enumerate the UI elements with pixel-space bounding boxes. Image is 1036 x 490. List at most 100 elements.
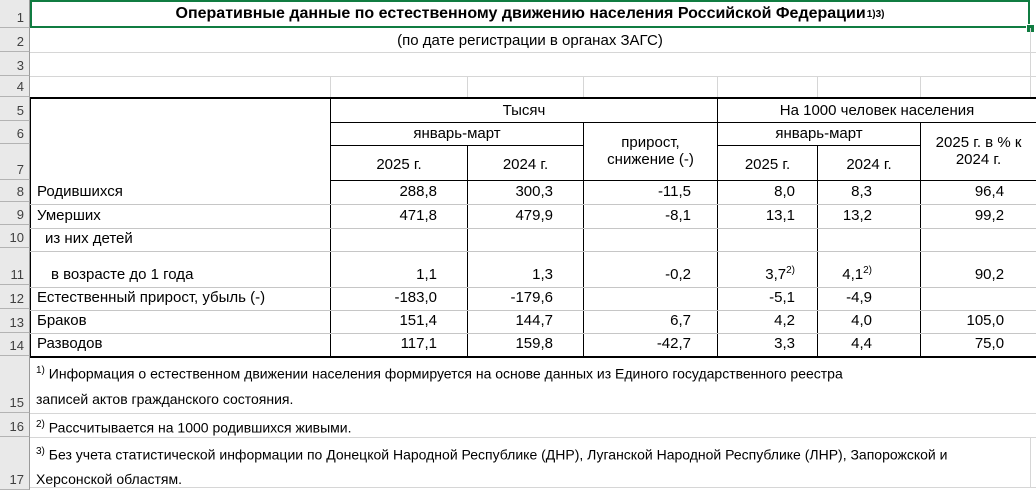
data-cell[interactable]: 479,9 xyxy=(467,204,584,229)
row-label[interactable]: Разводов xyxy=(30,333,331,357)
row-header-9[interactable]: 9 xyxy=(0,202,30,225)
data-cell[interactable]: 471,8 xyxy=(330,204,468,229)
row-header-4[interactable]: 4 xyxy=(0,76,30,97)
data-cell[interactable]: 90,2 xyxy=(920,251,1036,288)
data-cell[interactable]: 288,8 xyxy=(330,180,468,205)
data-cell[interactable] xyxy=(817,228,922,252)
year-header-2025-per1000[interactable]: 2025 г. xyxy=(717,145,819,181)
data-cell[interactable]: 99,2 xyxy=(920,204,1036,229)
table-row: 2025 г. 2024 г. 2025 г. 2024 г. xyxy=(31,145,1036,181)
data-cell[interactable]: -8,1 xyxy=(582,204,719,229)
row-header-7[interactable]: 7 xyxy=(0,144,30,180)
row-label[interactable]: Родившихся xyxy=(30,180,331,205)
data-cell[interactable]: 144,7 xyxy=(467,310,584,334)
footnote-2[interactable]: 2) Рассчитывается на 1000 родившихся жив… xyxy=(36,414,1026,439)
table-row: Естественный прирост, убыль (-) -183,0 -… xyxy=(30,287,1036,311)
gridline xyxy=(920,76,921,97)
data-cell[interactable]: -11,5 xyxy=(582,180,719,205)
gridline xyxy=(467,76,468,97)
year-header-2025-thousands[interactable]: 2025 г. xyxy=(330,145,468,181)
row-header-17[interactable]: 17 xyxy=(0,437,30,490)
data-cell[interactable]: -179,6 xyxy=(467,287,584,311)
data-cell[interactable]: -42,7 xyxy=(582,333,719,357)
row-header-14[interactable]: 14 xyxy=(0,333,30,356)
data-cell[interactable] xyxy=(920,228,1036,252)
data-cell[interactable]: -5,1 xyxy=(717,287,819,311)
footnote-1-marker: 1) xyxy=(36,365,45,376)
data-cell[interactable]: 3,72) xyxy=(717,251,819,288)
data-cell[interactable]: 6,7 xyxy=(582,310,719,334)
data-cell[interactable]: 4,2 xyxy=(717,310,819,334)
data-cell[interactable]: 3,3 xyxy=(717,333,819,357)
row-header-8[interactable]: 8 xyxy=(0,180,30,202)
year-header-2024-per1000[interactable]: 2024 г. xyxy=(817,145,922,181)
row-header-15[interactable]: 15 xyxy=(0,356,30,413)
percent-header[interactable]: 2025 г. в % к 2024 г. xyxy=(920,122,1036,181)
data-cell[interactable] xyxy=(582,287,719,311)
row-header-10[interactable]: 10 xyxy=(0,225,30,248)
data-cell[interactable]: 300,3 xyxy=(467,180,584,205)
data-cell[interactable]: 105,0 xyxy=(920,310,1036,334)
row-header-5[interactable]: 5 xyxy=(0,97,30,121)
footnote-3-line-2: Херсонской областям. xyxy=(36,470,183,487)
row-header-6[interactable]: 6 xyxy=(0,121,30,144)
data-cell[interactable]: 96,4 xyxy=(920,180,1036,205)
table-row: Браков 151,4 144,7 6,7 4,2 4,0 105,0 xyxy=(30,310,1036,334)
footnote-1-line-1: Информация о естественном движении насел… xyxy=(48,365,843,382)
row-label[interactable]: Умерших xyxy=(30,204,331,229)
year-header-2024-thousands[interactable]: 2024 г. xyxy=(467,145,584,181)
title-cell[interactable]: Оперативные данные по естественному движ… xyxy=(30,0,1030,28)
row-header-12[interactable]: 12 xyxy=(0,285,30,309)
row-label[interactable]: из них детей xyxy=(30,228,331,252)
col-group-thousands[interactable]: Тысяч xyxy=(329,98,719,123)
row-header-13[interactable]: 13 xyxy=(0,309,30,333)
data-cell[interactable] xyxy=(330,228,468,252)
data-cell[interactable]: 159,8 xyxy=(467,333,584,357)
footnote-1-line-2: записей актов гражданского состояния. xyxy=(36,390,294,407)
row-label[interactable]: в возрасте до 1 года xyxy=(30,251,331,288)
data-cell[interactable]: -0,2 xyxy=(582,251,719,288)
data-cell[interactable]: 1,1 xyxy=(330,251,468,288)
data-cell[interactable]: 117,1 xyxy=(330,333,468,357)
gridline xyxy=(30,52,1036,53)
increase-header[interactable]: прирост, снижение (-) xyxy=(582,122,719,181)
data-cell[interactable]: 13,1 xyxy=(717,204,819,229)
period-header-per1000[interactable]: январь-март xyxy=(717,122,922,146)
footnote-1[interactable]: 1) Информация о естественном движении на… xyxy=(36,358,1026,412)
data-cell[interactable] xyxy=(467,228,584,252)
data-cell[interactable]: 151,4 xyxy=(330,310,468,334)
row-header-gutter: 1 2 3 4 5 6 7 8 9 10 11 12 13 14 15 16 17 xyxy=(0,0,30,490)
data-cell[interactable] xyxy=(717,228,819,252)
data-cell[interactable] xyxy=(920,287,1036,311)
data-cell[interactable]: -183,0 xyxy=(330,287,468,311)
table-row: январь-март прирост, снижение (-) январь… xyxy=(31,122,1036,181)
data-cell[interactable]: 8,3 xyxy=(817,180,922,205)
data-cell[interactable]: 4,0 xyxy=(817,310,922,334)
subtitle-cell[interactable]: (по дате регистрации в органах ЗАГС) xyxy=(397,31,663,49)
col-group-per1000[interactable]: На 1000 человек населения xyxy=(717,98,1036,123)
data-cell[interactable]: 8,0 xyxy=(717,180,819,205)
footnote-3-line-1: Без учета статистической информации по Д… xyxy=(48,446,948,463)
row-label[interactable]: Браков xyxy=(30,310,331,334)
row-label[interactable]: Естественный прирост, убыль (-) xyxy=(30,287,331,311)
row-header-16[interactable]: 16 xyxy=(0,413,30,437)
row-header-1[interactable]: 1 xyxy=(0,0,30,28)
data-cell[interactable]: -4,9 xyxy=(817,287,922,311)
row-header-3[interactable]: 3 xyxy=(0,52,30,76)
data-cell[interactable]: 4,4 xyxy=(817,333,922,357)
gridline xyxy=(30,76,1036,77)
period-header-thousands[interactable]: январь-март xyxy=(330,122,584,146)
data-cell[interactable]: 1,3 xyxy=(467,251,584,288)
gridline xyxy=(717,76,718,97)
table-row: Разводов 117,1 159,8 -42,7 3,3 4,4 75,0 xyxy=(30,333,1036,357)
data-cell[interactable]: 13,2 xyxy=(817,204,922,229)
row-header-2[interactable]: 2 xyxy=(0,28,30,52)
data-cell[interactable]: 75,0 xyxy=(920,333,1036,357)
data-cell[interactable] xyxy=(582,228,719,252)
row-header-11[interactable]: 11 xyxy=(0,248,30,285)
gridline xyxy=(1030,437,1031,487)
footnote-3[interactable]: 3) Без учета статистической информации п… xyxy=(36,440,1026,490)
data-cell[interactable]: 4,12) xyxy=(817,251,922,288)
empty-corner-cell[interactable] xyxy=(30,98,331,180)
